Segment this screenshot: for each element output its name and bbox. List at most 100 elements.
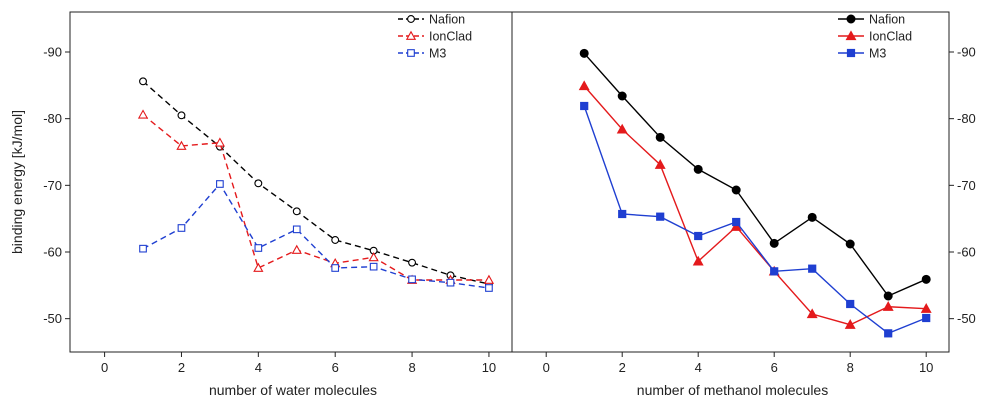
- data-point: [292, 225, 301, 234]
- legend-label: IonClad: [429, 30, 472, 44]
- y-tick-label: -60: [43, 245, 62, 260]
- series-m3: [139, 180, 493, 292]
- legend-marker: [845, 30, 857, 41]
- x-tick-label: 10: [919, 360, 933, 375]
- data-point: [139, 77, 147, 86]
- series-ionclad: [578, 80, 932, 329]
- data-point: [254, 179, 263, 188]
- data-point: [618, 209, 627, 219]
- data-point: [693, 164, 703, 174]
- legend-entry-nafion: Nafion: [398, 13, 465, 27]
- data-point: [882, 301, 894, 311]
- series-nafion: [579, 48, 931, 301]
- legend-marker: [405, 30, 417, 40]
- data-point: [408, 275, 416, 284]
- x-tick-label: 2: [619, 360, 626, 375]
- data-point: [483, 274, 495, 284]
- y-axis-label: binding energy [kJ/mol]: [9, 110, 25, 254]
- legend-marker: [846, 48, 856, 58]
- data-point: [845, 239, 855, 249]
- legend-marker: [407, 49, 415, 57]
- series-line: [142, 182, 489, 289]
- plot-frame: [511, 11, 950, 353]
- y-tick-label: -80: [957, 111, 976, 126]
- x-tick-label: 6: [771, 360, 778, 375]
- y-tick-label: -90: [43, 45, 62, 60]
- x-tick-label: 4: [255, 360, 262, 375]
- data-point: [369, 262, 378, 271]
- data-point: [692, 255, 704, 266]
- data-point: [579, 48, 589, 58]
- x-tick-label: 4: [695, 360, 702, 375]
- series-ionclad: [137, 109, 495, 284]
- data-point: [253, 262, 264, 272]
- data-point: [808, 264, 817, 273]
- data-point: [139, 244, 147, 253]
- panel-left: 0 2 4 6 8 10 -90 -80 -70 -60 -50 number of water mo…: [9, 11, 513, 398]
- data-point: [921, 274, 931, 284]
- legend-label: M3: [429, 47, 446, 61]
- data-point: [731, 185, 741, 195]
- series-m3: [580, 101, 931, 338]
- series-line: [142, 114, 489, 281]
- data-point: [654, 159, 666, 169]
- legend-label: Nafion: [869, 13, 905, 27]
- legend-entry-m3: M3: [398, 47, 446, 61]
- data-point: [617, 91, 627, 101]
- data-point: [177, 111, 186, 120]
- data-point: [806, 308, 818, 319]
- legend-label: IonClad: [869, 30, 912, 44]
- panel-right: 0 2 4 6 8 10 -90 -80 -70 -60 -50 number of methanol…: [511, 11, 976, 398]
- x-tick-label: 8: [847, 360, 854, 375]
- data-point: [844, 319, 856, 329]
- legend-entry-m3: M3: [838, 47, 886, 61]
- legend-label: Nafion: [429, 13, 465, 27]
- data-point: [578, 80, 590, 91]
- legend-marker: [846, 14, 856, 24]
- plot-frame: [69, 11, 513, 353]
- data-point: [730, 221, 742, 231]
- data-point: [137, 109, 149, 119]
- data-point: [254, 244, 263, 252]
- data-point: [732, 217, 741, 227]
- x-tick-label: 6: [332, 360, 339, 375]
- legend-entry-nafion: Nafion: [838, 13, 905, 27]
- data-point: [770, 267, 779, 276]
- x-tick-label: 0: [101, 360, 108, 375]
- data-point: [580, 101, 589, 111]
- legend-marker: [407, 15, 415, 23]
- data-point: [485, 284, 493, 292]
- x-tick-label: 10: [482, 360, 496, 375]
- data-point: [214, 137, 226, 147]
- data-point: [291, 244, 302, 254]
- y-tick-label: -90: [957, 45, 976, 60]
- y-tick-label: -80: [43, 111, 62, 126]
- data-point: [368, 252, 379, 262]
- series-line: [583, 105, 927, 335]
- series-line: [142, 80, 490, 285]
- data-point: [331, 264, 340, 272]
- data-point: [656, 212, 665, 221]
- data-point: [177, 224, 186, 232]
- data-point: [655, 132, 665, 142]
- series-line: [583, 52, 927, 297]
- data-point: [176, 140, 187, 150]
- y-tick-label: -50: [957, 311, 976, 326]
- x-tick-label: 0: [543, 360, 550, 375]
- data-point: [883, 291, 893, 301]
- series-line: [583, 85, 927, 326]
- x-tick-label: 2: [178, 360, 185, 375]
- data-point: [292, 207, 301, 216]
- data-point: [807, 212, 817, 222]
- data-point: [446, 278, 455, 287]
- data-point: [616, 123, 628, 134]
- data-point: [769, 238, 779, 248]
- y-tick-label: -60: [957, 245, 976, 260]
- data-point: [694, 231, 703, 241]
- x-axis-label: number of water molecules: [209, 382, 377, 398]
- data-point: [846, 299, 855, 309]
- y-tick-label: -70: [957, 178, 976, 193]
- data-point: [331, 236, 340, 244]
- legend-entry-ionclad: IonClad: [398, 30, 472, 44]
